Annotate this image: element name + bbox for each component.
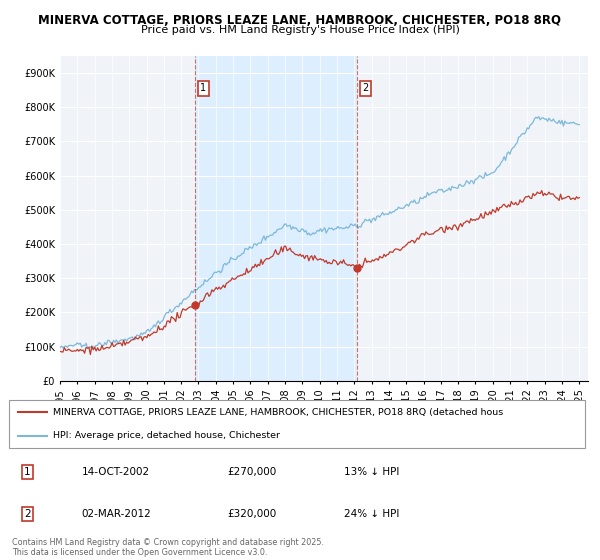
Text: Contains HM Land Registry data © Crown copyright and database right 2025.
This d: Contains HM Land Registry data © Crown c…	[12, 538, 324, 557]
Text: £320,000: £320,000	[227, 509, 277, 519]
Text: £270,000: £270,000	[227, 467, 277, 477]
Text: 02-MAR-2012: 02-MAR-2012	[82, 509, 151, 519]
Text: 13% ↓ HPI: 13% ↓ HPI	[344, 467, 399, 477]
Text: MINERVA COTTAGE, PRIORS LEAZE LANE, HAMBROOK, CHICHESTER, PO18 8RQ (detached hou: MINERVA COTTAGE, PRIORS LEAZE LANE, HAMB…	[53, 408, 503, 417]
Text: 1: 1	[200, 83, 206, 94]
Text: 2: 2	[362, 83, 368, 94]
Text: 2: 2	[24, 509, 31, 519]
FancyBboxPatch shape	[9, 400, 584, 448]
Text: 1: 1	[24, 467, 31, 477]
Text: 14-OCT-2002: 14-OCT-2002	[82, 467, 150, 477]
Bar	[195, 56, 357, 381]
Text: Price paid vs. HM Land Registry's House Price Index (HPI): Price paid vs. HM Land Registry's House …	[140, 25, 460, 35]
Text: MINERVA COTTAGE, PRIORS LEAZE LANE, HAMBROOK, CHICHESTER, PO18 8RQ: MINERVA COTTAGE, PRIORS LEAZE LANE, HAMB…	[38, 14, 562, 27]
Text: HPI: Average price, detached house, Chichester: HPI: Average price, detached house, Chic…	[53, 431, 280, 440]
Text: 24% ↓ HPI: 24% ↓ HPI	[344, 509, 399, 519]
